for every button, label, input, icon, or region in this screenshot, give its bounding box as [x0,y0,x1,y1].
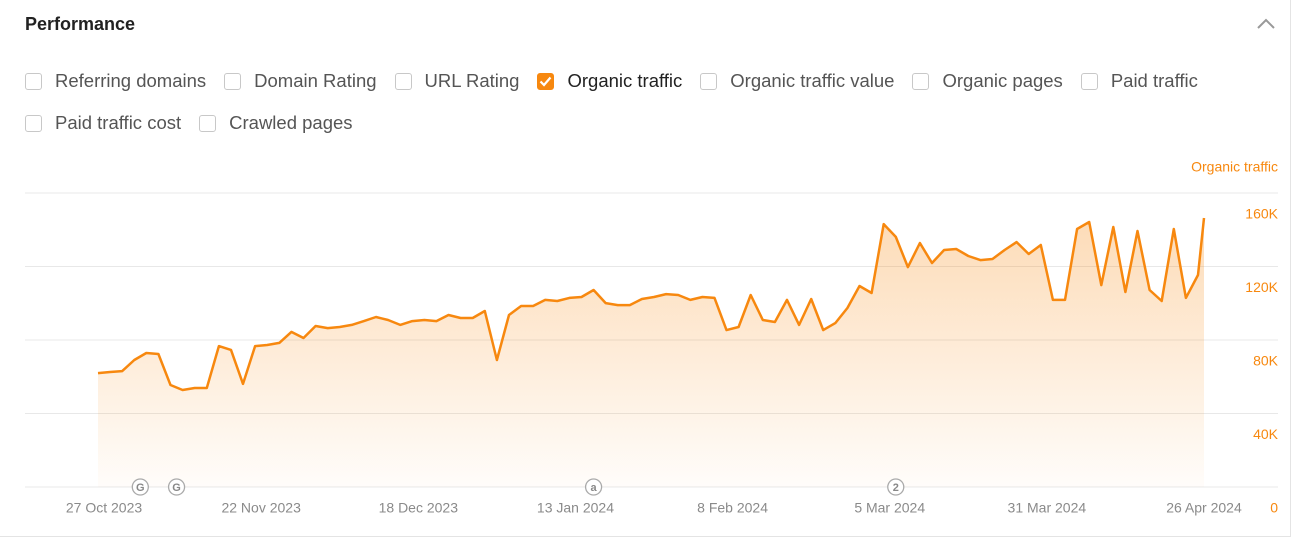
checkbox[interactable] [25,72,42,90]
metric-checkbox[interactable]: Organic traffic value [700,66,894,96]
annotation-marker [167,478,186,496]
check-mark [540,76,552,87]
metric-checkbox[interactable]: Organic pages [912,66,1063,96]
metric-checkbox[interactable]: Organic traffic [537,66,682,96]
x-tick-label: 22 Nov 2023 [221,500,301,516]
area [98,218,1204,487]
metric-checkbox[interactable]: Domain Rating [224,66,377,96]
y-tick-label: 0 [1270,500,1278,516]
checkbox[interactable] [224,72,242,90]
x-tick-label: 31 Mar 2024 [1008,500,1087,516]
checkbox[interactable] [700,72,718,90]
checkbox[interactable] [1080,72,1098,90]
metric-checkbox[interactable]: Crawled pages [199,108,353,138]
x-tick-label: 18 Dec 2023 [379,500,459,516]
y-tick-label: 120K [1245,279,1278,295]
metric-label: Paid traffic cost [55,112,182,133]
y-tick-label: 40K [1253,426,1279,442]
metric-label: Referring domains [55,70,207,91]
annotation-marker [131,478,149,496]
metric-label: Domain Rating [254,70,377,91]
annotation-label: 2 [893,482,899,494]
annotation-marker [584,478,603,496]
metric-label: URL Rating [424,70,520,91]
metric-checkbox[interactable]: URL Rating [394,66,520,96]
metric-label: Paid traffic [1110,70,1198,91]
x-tick-label: 26 Apr 2024 [1166,500,1242,516]
y-tick-label: 160K [1245,206,1278,222]
y-tick-label: 80K [1253,353,1279,369]
x-tick-label: 13 Jan 2024 [537,500,614,516]
metric-label: Organic traffic [567,70,683,91]
metric-checkbox[interactable]: Paid traffic [1080,66,1198,96]
annotation-label: G [172,482,181,494]
annotation-label: a [591,482,598,494]
checkbox[interactable] [537,72,555,90]
checkbox[interactable] [25,114,42,132]
panel-title: Performance [25,14,136,34]
metric-list: Referring domains Domain Rating URL Rating… [25,66,1287,138]
checkbox[interactable] [912,72,930,90]
metric-label: Organic pages [942,70,1063,91]
annotation-marker [887,478,905,496]
x-tick-label: 5 Mar 2024 [854,500,925,516]
checkbox[interactable] [199,114,217,132]
metric-label: Crawled pages [229,112,353,133]
metric-label: Organic traffic value [730,70,895,91]
y-axis-title: Organic traffic [1191,159,1278,175]
x-tick-label: 8 Feb 2024 [697,500,768,516]
line [97,217,1206,392]
annotation-label: G [136,482,145,494]
x-tick-label: 27 Oct 2023 [66,500,142,516]
metric-checkbox[interactable]: Referring domains [25,66,206,96]
collapse-toggle[interactable] [1254,14,1278,34]
checkbox[interactable] [394,72,412,90]
metric-checkbox[interactable]: Paid traffic cost [25,108,181,138]
